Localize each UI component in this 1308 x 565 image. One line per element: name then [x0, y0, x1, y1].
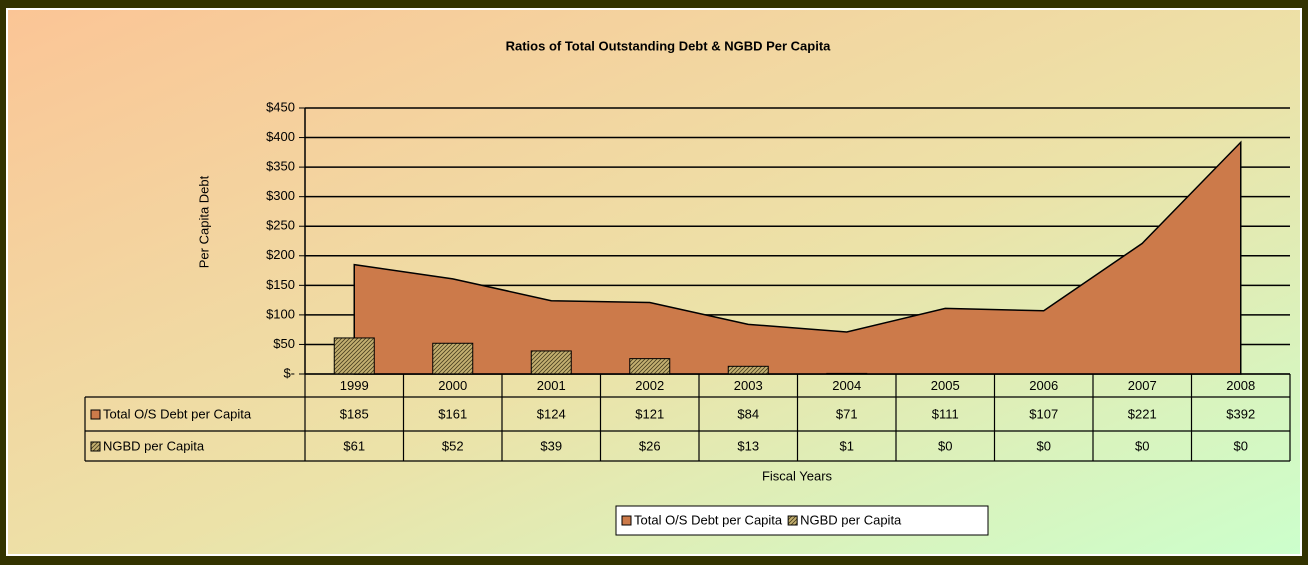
data-label: $111 [932, 406, 959, 421]
x-tick-label: 2004 [832, 378, 861, 393]
data-label: $221 [1128, 406, 1157, 421]
x-tick-label: 2000 [438, 378, 467, 393]
data-label: $0 [1135, 438, 1149, 453]
data-label: $52 [442, 438, 464, 453]
x-tick-label: 2006 [1029, 378, 1058, 393]
y-tick-label: $150 [266, 277, 295, 292]
x-tick-label: 2002 [635, 378, 664, 393]
x-tick-label: 2003 [734, 378, 763, 393]
legend: Total O/S Debt per Capita NGBD per Capita [615, 505, 989, 536]
data-label: $39 [540, 438, 562, 453]
x-tick-label: 1999 [340, 378, 369, 393]
y-tick-label: $300 [266, 188, 295, 203]
x-tick-label: 2005 [931, 378, 960, 393]
y-axis-title: Per Capita Debt [196, 175, 211, 268]
legend-key [90, 409, 101, 420]
bar [530, 350, 572, 375]
y-tick-label: $50 [273, 336, 295, 351]
data-label: $161 [438, 406, 467, 421]
data-label: $0 [1234, 438, 1248, 453]
x-tick-label: 2001 [537, 378, 566, 393]
data-label: $121 [635, 406, 664, 421]
y-tick-label: $350 [266, 159, 295, 174]
legend-label: Total O/S Debt per Capita [634, 512, 783, 527]
data-label: $0 [1037, 438, 1051, 453]
data-label: $26 [639, 438, 661, 453]
legend-label: NGBD per Capita [800, 512, 902, 527]
y-tick-label: $400 [266, 129, 295, 144]
table-row-label: NGBD per Capita [103, 438, 205, 453]
y-tick-label: $250 [266, 218, 295, 233]
legend-box [615, 505, 989, 536]
data-label: $1 [840, 438, 854, 453]
legend-key [787, 515, 798, 526]
data-label: $185 [340, 406, 369, 421]
data-label: $71 [836, 406, 858, 421]
y-tick-label: $450 [266, 99, 295, 114]
area [353, 140, 1242, 375]
y-tick-label: $200 [266, 247, 295, 262]
legend-key [90, 441, 101, 452]
data-label: $13 [737, 438, 759, 453]
table-row-label: Total O/S Debt per Capita [103, 406, 252, 421]
data-label: $392 [1226, 406, 1255, 421]
x-tick-label: 2007 [1128, 378, 1157, 393]
y-tick-label: $100 [266, 306, 295, 321]
legend-key [621, 515, 632, 526]
data-label: $61 [343, 438, 365, 453]
data-label: $0 [938, 438, 952, 453]
x-tick-label: 2008 [1226, 378, 1255, 393]
chart-title: Ratios of Total Outstanding Debt & NGBD … [506, 38, 832, 53]
bar [727, 365, 769, 375]
bar [432, 342, 474, 375]
data-label: $107 [1029, 406, 1058, 421]
x-axis-title: Fiscal Years [762, 468, 833, 483]
bar [629, 358, 671, 375]
y-tick-label: $- [283, 365, 295, 380]
bar [333, 337, 375, 375]
data-label: $84 [737, 406, 759, 421]
data-label: $124 [537, 406, 566, 421]
